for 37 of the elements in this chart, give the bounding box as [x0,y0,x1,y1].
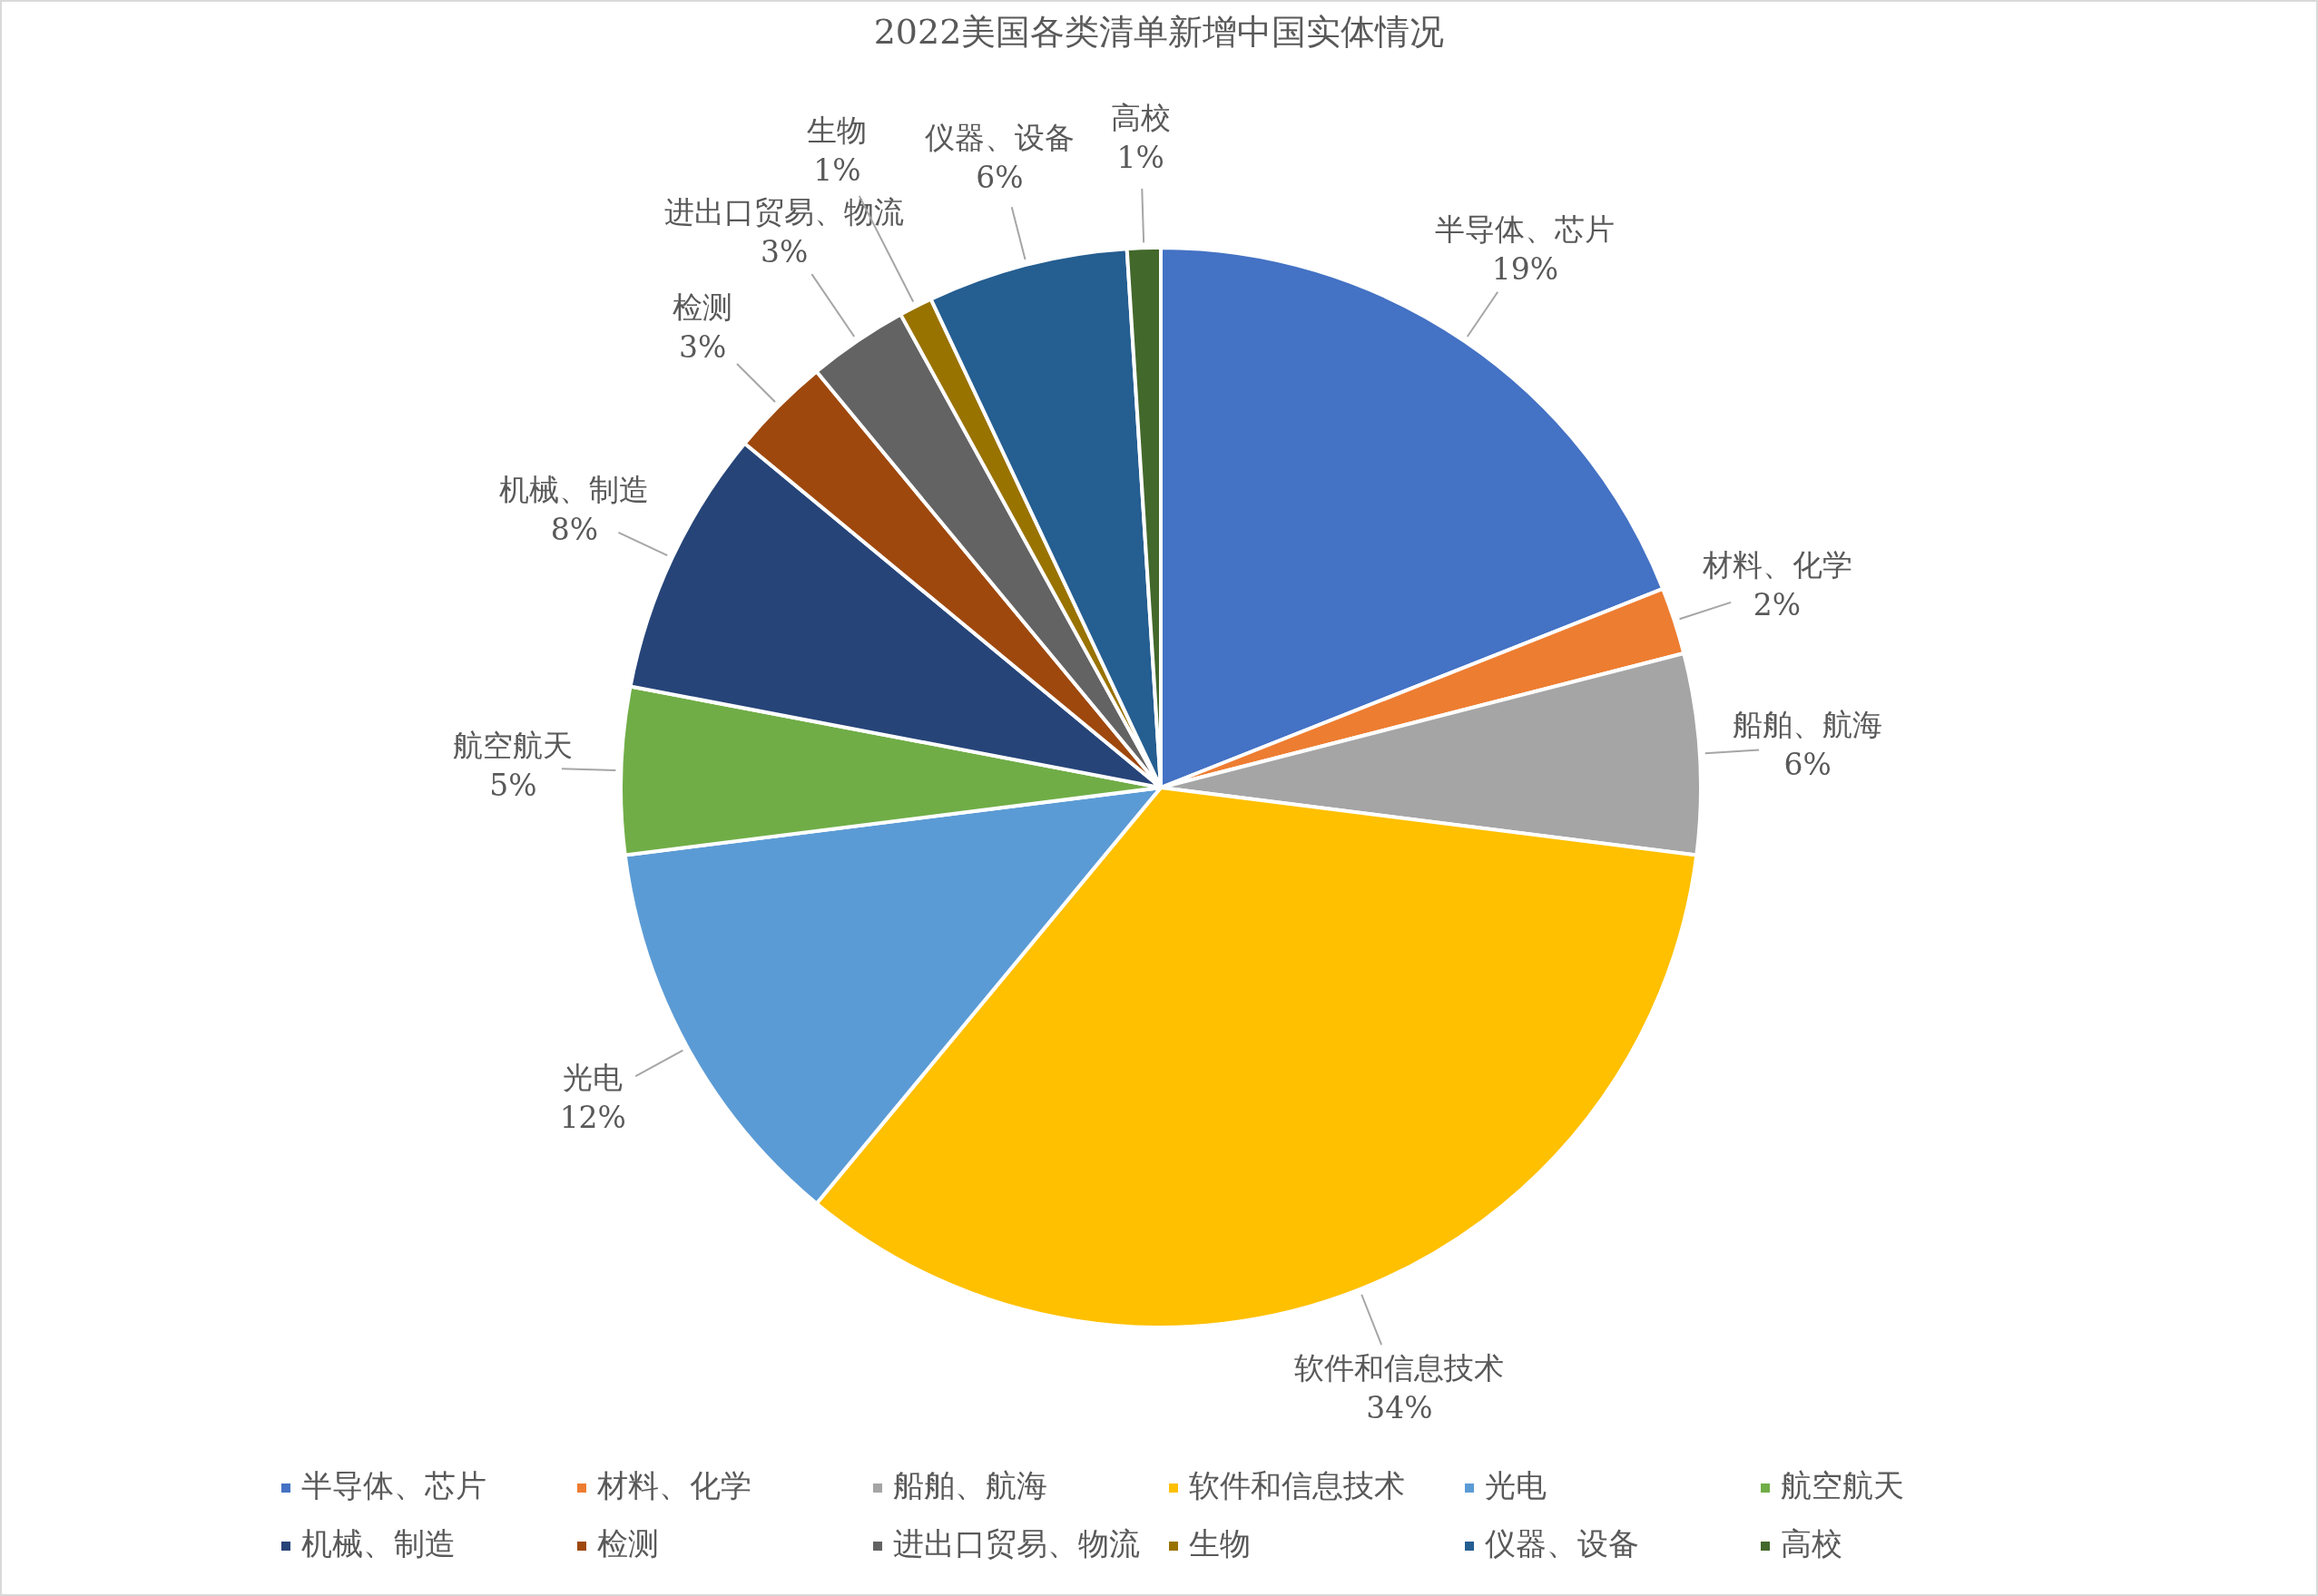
slice-label: 船舶、航海 [1733,707,1883,743]
slice-label: 机械、制造 [499,471,650,507]
legend-label: 机械、制造 [301,1525,456,1562]
slice-label: 进出口贸易、物流 [664,193,905,230]
data-label: 19% [1491,251,1559,288]
legend-label: 生物 [1189,1525,1251,1562]
legend-label: 半导体、芯片 [301,1467,486,1503]
legend-label: 船舶、航海 [893,1467,1047,1503]
data-label: 6% [1783,747,1832,783]
data-label: 6% [976,160,1024,196]
data-label: 8% [550,511,599,547]
data-label: 2% [1753,587,1802,623]
chart-title: 2022美国各类清单新增中国实体情况 [873,11,1445,52]
slice-label: 航空航天 [453,727,574,763]
legend-label: 检测 [597,1525,659,1562]
legend-label: 仪器、设备 [1485,1525,1639,1562]
slice-label: 半导体、芯片 [1435,211,1616,248]
slice-label: 生物 [807,113,868,149]
legend-label: 材料、化学 [596,1467,751,1503]
data-label: 5% [489,767,537,803]
slice-label: 检测 [673,289,733,326]
legend-label: 软件和信息技术 [1189,1467,1405,1503]
legend-label: 高校 [1781,1525,1842,1562]
slice-label: 高校 [1110,100,1171,136]
slice-label: 光电 [563,1059,624,1095]
data-label: 3% [678,329,727,366]
legend-label: 航空航天 [1781,1467,1904,1503]
data-label: 1% [813,152,861,189]
data-label: 3% [761,233,809,269]
slice-label: 仪器、设备 [924,120,1075,156]
slice-label: 材料、化学 [1701,547,1852,583]
legend-label: 光电 [1485,1467,1547,1503]
data-label: 1% [1116,140,1164,176]
data-label: 34% [1366,1389,1433,1425]
legend-label: 进出口贸易、物流 [893,1525,1140,1562]
slice-label: 软件和信息技术 [1294,1349,1505,1385]
data-label: 12% [559,1099,626,1135]
